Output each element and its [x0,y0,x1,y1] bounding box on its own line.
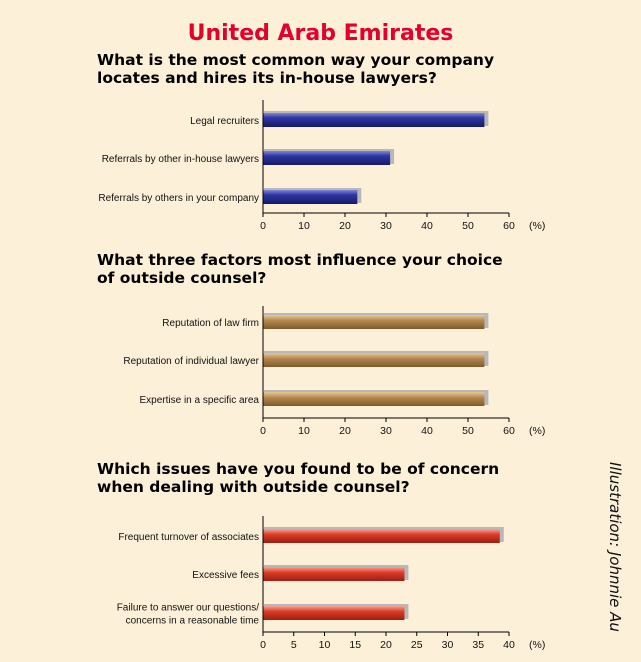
x-tick-label: 0 [260,220,266,232]
chart-1-title-line-1: What is the most common way your company [97,51,495,69]
category-label: Legal recruiters [190,116,259,127]
category-label: Reputation of individual lawyer [123,356,259,367]
main-title: United Arab Emirates [187,21,454,46]
x-tick-label: 10 [298,220,310,232]
bar [263,113,485,127]
chart-1-title: What is the most common way your company… [97,51,567,87]
x-tick-label: 60 [503,220,515,232]
x-unit-label: (%) [529,425,545,437]
x-tick-label: 5 [291,639,297,651]
bar [263,606,405,620]
x-unit-label: (%) [529,220,545,232]
x-unit-label: (%) [529,639,545,651]
bar [263,529,500,543]
x-tick-label: 35 [472,639,484,651]
category-label: concerns in a reasonable time [126,616,260,627]
bar [263,392,485,406]
x-tick-label: 25 [411,639,423,651]
bar [263,151,391,165]
chart-2-title: What three factors most influence your c… [97,251,567,287]
x-tick-label: 40 [503,639,515,651]
x-tick-label: 40 [421,220,433,232]
x-tick-label: 20 [380,639,392,651]
bar [263,353,485,367]
x-tick-label: 30 [380,425,392,437]
x-tick-label: 50 [462,425,474,437]
chart-3-title: Which issues have you found to be of con… [97,460,567,496]
x-tick-label: 40 [421,425,433,437]
chart-3-title-line-1: Which issues have you found to be of con… [97,460,500,478]
category-label: Expertise in a specific area [139,395,259,406]
x-tick-label: 10 [298,425,310,437]
category-label: Referrals by others in your company [98,193,259,204]
x-tick-label: 20 [339,220,351,232]
x-tick-label: 30 [442,639,454,651]
chart-2: Reputation of law firm Reputation of indi… [123,306,545,437]
chart-3: Frequent turnover of associates Excessive… [117,516,545,651]
chart-1-title-line-2: locates and hires its in-house lawyers? [97,69,437,87]
category-label: Referrals by other in-house lawyers [102,154,259,165]
bar [263,315,485,329]
x-tick-label: 15 [349,639,361,651]
x-tick-label: 50 [462,220,474,232]
x-tick-label: 10 [319,639,331,651]
x-tick-label: 60 [503,425,515,437]
chart-3-title-line-2: when dealing with outside counsel? [97,478,410,496]
illustration-credit: Illustration: Johnnie Au [606,462,624,632]
chart-2-title-line-2: of outside counsel? [97,269,267,287]
category-label: Excessive fees [192,570,259,581]
x-tick-label: 0 [260,639,266,651]
bar [263,190,358,204]
chart-2-title-line-1: What three factors most influence your c… [97,251,503,269]
x-tick-label: 0 [260,425,266,437]
x-tick-label: 30 [380,220,392,232]
category-label: Reputation of law firm [162,318,259,329]
bar [263,567,405,581]
category-label: Failure to answer our questions/ [117,603,260,614]
x-tick-label: 20 [339,425,351,437]
category-label: Frequent turnover of associates [118,532,259,543]
chart-1: Legal recruiters Referrals by other in-ho… [98,100,545,232]
